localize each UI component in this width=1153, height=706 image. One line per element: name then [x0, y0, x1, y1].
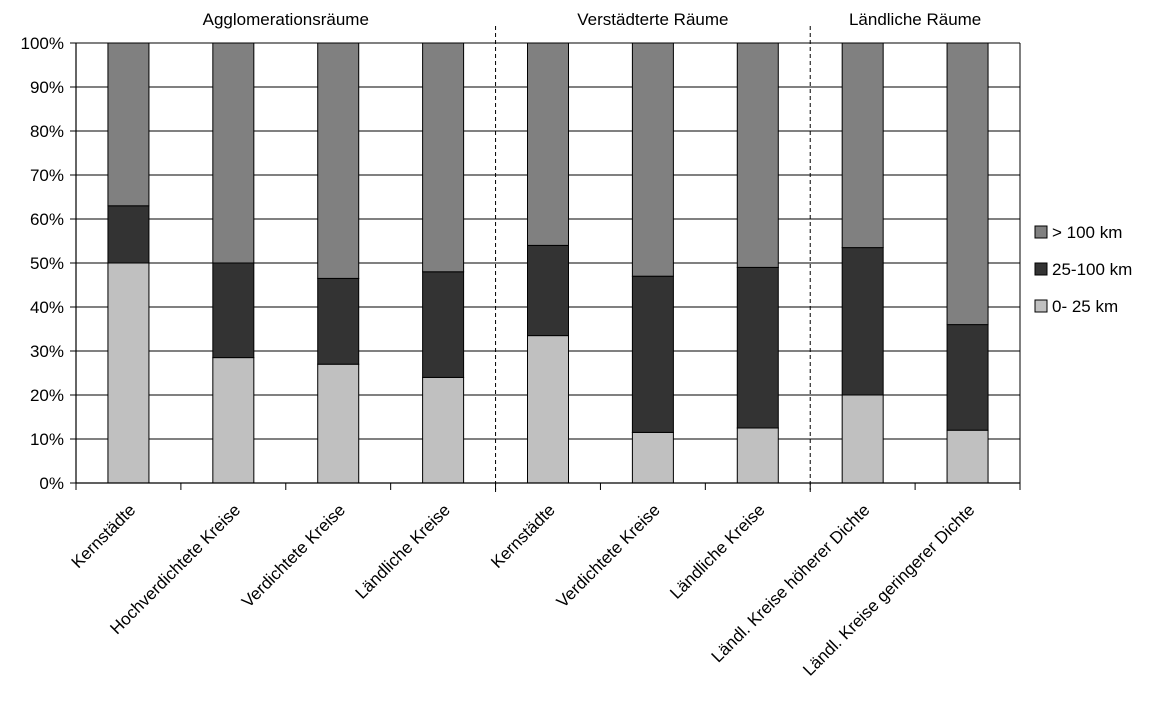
x-tick-label: Kernstädte — [487, 500, 559, 572]
bar-segment — [317, 277, 360, 365]
y-tick-label: 60% — [30, 210, 64, 229]
bar-segment — [946, 324, 989, 431]
legend-label: 25-100 km — [1052, 260, 1132, 279]
x-tick-label: Ländliche Kreise — [666, 500, 768, 602]
bar-segment — [527, 42, 569, 246]
group-label: Agglomerationsräume — [203, 10, 369, 29]
x-tick-label: Verdichtete Kreise — [553, 500, 664, 611]
bar-segment — [946, 429, 989, 484]
bar-segment — [946, 42, 989, 326]
bar-segment — [631, 431, 674, 484]
y-tick-label: 100% — [21, 34, 64, 53]
y-tick-label: 20% — [30, 386, 64, 405]
y-tick-label: 10% — [30, 430, 64, 449]
y-tick-label: 70% — [30, 166, 64, 185]
y-tick-label: 50% — [30, 254, 64, 273]
bar-segment — [736, 427, 779, 484]
y-tick-label: 30% — [30, 342, 64, 361]
x-tick-label: Ländl. Kreise geringerer Dichte — [799, 500, 978, 679]
group-label: Verstädterte Räume — [577, 10, 728, 29]
bar-segment — [736, 266, 779, 429]
bar-segment — [107, 42, 150, 207]
bar-segment — [212, 262, 255, 359]
y-tick-label: 0% — [39, 474, 64, 493]
y-tick-label: 40% — [30, 298, 64, 317]
bar-segment — [841, 394, 884, 484]
bar-segment — [107, 262, 150, 484]
y-tick-labels: 0% 10% 20% 30% 40% 50% 60% 70% 80% 90% 100% — [21, 34, 64, 493]
group-label: Ländliche Räume — [849, 10, 981, 29]
bar-segment — [317, 42, 360, 279]
legend-swatch — [1034, 299, 1048, 313]
x-tick-label: Ländliche Kreise — [352, 500, 454, 602]
bar-segment — [527, 335, 569, 484]
x-tick-label: Kernstädte — [68, 500, 140, 572]
bar-segment — [422, 271, 465, 378]
legend-swatch — [1034, 225, 1048, 239]
legend-label: > 100 km — [1052, 223, 1122, 242]
axes — [70, 26, 1021, 493]
legend-swatch — [1034, 262, 1048, 276]
bar-segment — [631, 275, 674, 433]
bar-segment — [422, 376, 465, 484]
bar-segment — [212, 42, 255, 264]
bar-segment — [841, 42, 884, 249]
bar-segment — [107, 205, 150, 264]
legend-label: 0- 25 km — [1052, 297, 1118, 316]
bar-segment — [841, 247, 884, 396]
bar-segment — [212, 357, 255, 484]
bar-segment — [317, 363, 360, 484]
x-tick-label: Verdichtete Kreise — [238, 500, 349, 611]
y-tick-label: 80% — [30, 122, 64, 141]
bar-segment — [736, 42, 779, 268]
bars — [107, 42, 989, 484]
bar-segment — [527, 244, 569, 337]
group-labels: Agglomerationsräume Verstädterte Räume Län… — [203, 10, 982, 29]
y-tick-label: 90% — [30, 78, 64, 97]
bar-segment — [422, 42, 465, 273]
bar-segment — [631, 42, 674, 277]
legend: > 100 km 25-100 km 0- 25 km — [1034, 223, 1132, 316]
